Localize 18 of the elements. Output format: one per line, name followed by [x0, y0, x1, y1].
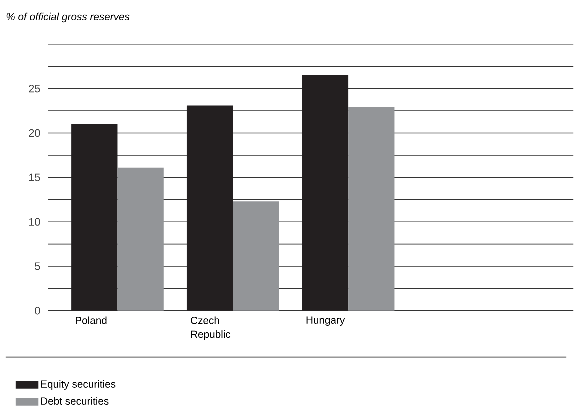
x-tick-label: Hungary	[306, 316, 346, 326]
bar	[348, 107, 395, 311]
y-tick-label: 10	[29, 218, 40, 226]
y-tick-label: 15	[29, 174, 40, 182]
bar	[233, 201, 280, 311]
y-tick-label: 25	[29, 84, 40, 92]
y-tick-label: 0	[35, 306, 40, 315]
y-tick-label: 5	[35, 262, 40, 270]
chart-title: % of official gross reserves	[6, 12, 130, 22]
bar	[118, 168, 164, 311]
bar	[302, 75, 349, 311]
bar	[186, 105, 234, 311]
x-tick-label: Czech Republic	[191, 316, 231, 340]
bar	[72, 124, 118, 311]
legend-label: Debt securities	[41, 397, 109, 405]
x-tick-label: Poland	[76, 316, 107, 324]
y-tick-label: 20	[29, 129, 40, 137]
legend-label: Equity securities	[41, 380, 116, 390]
